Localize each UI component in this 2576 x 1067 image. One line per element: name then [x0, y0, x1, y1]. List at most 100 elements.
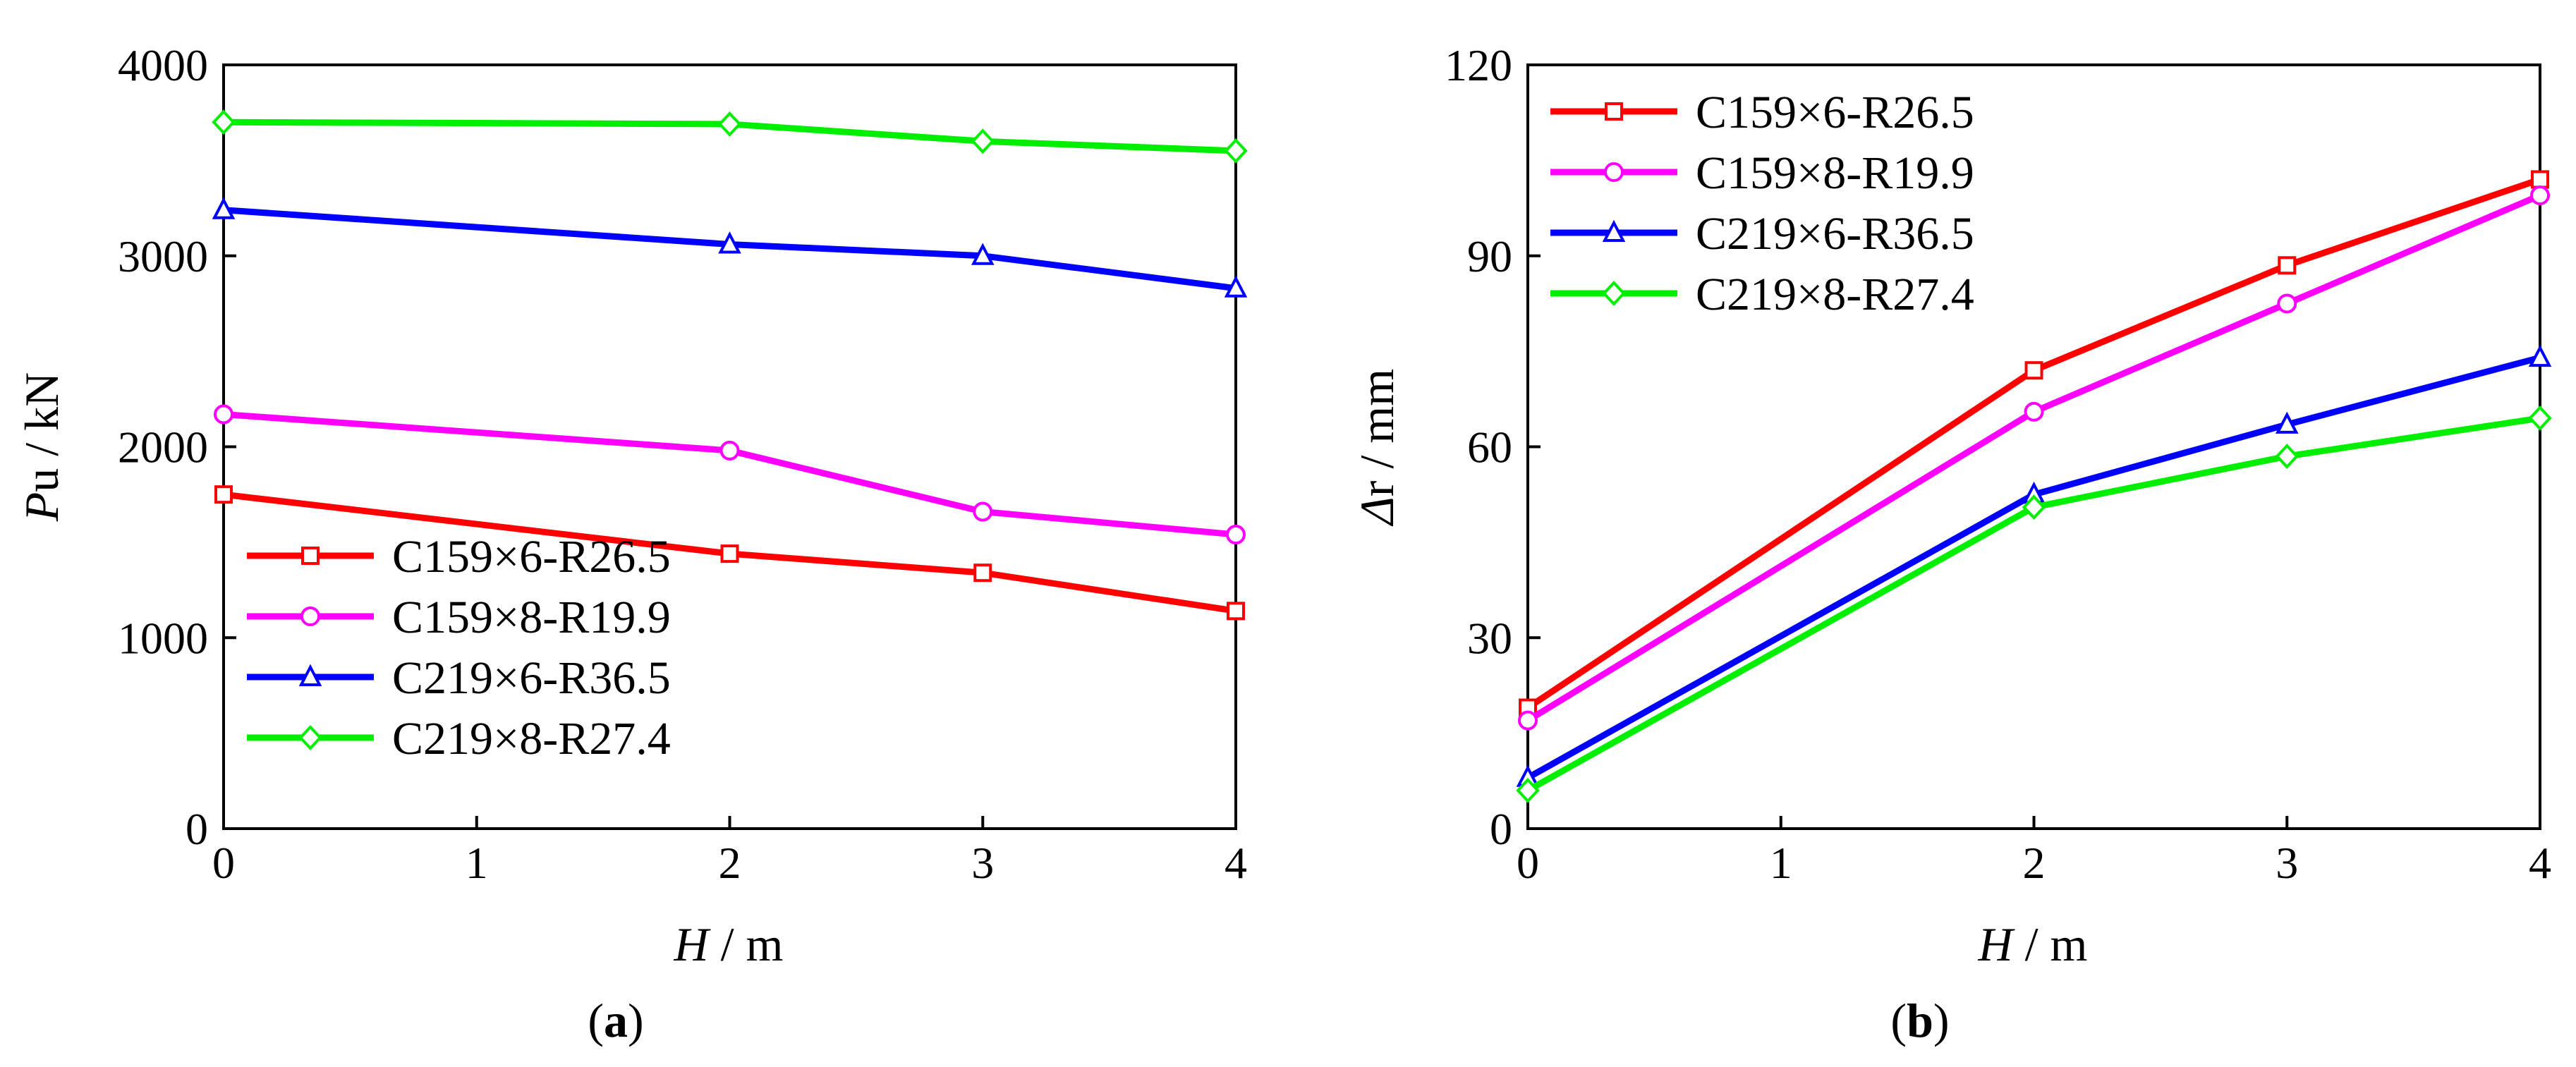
series-line: [223, 491, 1237, 614]
data-point: [2275, 444, 2299, 469]
x-axis-label: H / m: [1978, 917, 2088, 971]
series-0: [214, 485, 1245, 621]
legend-marker: [1604, 162, 1624, 182]
data-point: [212, 109, 236, 135]
data-point: [1227, 602, 1245, 621]
data-point: [214, 485, 233, 504]
series-line: [223, 118, 1237, 154]
series-line: [1526, 192, 2541, 724]
x-tick-label: 4: [2529, 838, 2551, 888]
y-tick-label: 4000: [118, 40, 208, 90]
series-3: [212, 109, 1248, 164]
series-line: [1526, 176, 2541, 711]
caption-open: (: [588, 994, 604, 1047]
x-axis-label: H / m: [674, 917, 784, 971]
legend: C159×6-R26.5 C159×8-R19.9 C219×6-R36.5 C219…: [247, 531, 671, 764]
x-axis-label-unit: / m: [2013, 917, 2088, 971]
data-point: [1224, 138, 1248, 164]
data-point: [971, 243, 995, 265]
data-point: [2531, 170, 2549, 189]
data-point: [973, 501, 993, 522]
x-tick-label: 2: [2023, 838, 2046, 888]
data-point: [718, 231, 741, 254]
series-2: [212, 197, 1248, 298]
series-1: [214, 404, 1246, 545]
series-line: [223, 410, 1237, 538]
data-point: [2275, 411, 2299, 434]
series-0: [1519, 170, 2549, 717]
legend-marker: [300, 606, 320, 626]
legend-marker: [1602, 219, 1626, 242]
data-point: [720, 544, 739, 563]
legend-label: C159×8-R19.9: [1696, 147, 1974, 199]
legend-label: C159×6-R26.5: [1696, 87, 1974, 138]
data-point: [1224, 275, 1248, 298]
y-tick-label: 1000: [118, 613, 208, 663]
panel-caption: (b): [1890, 994, 1949, 1047]
x-tick-label: 3: [2276, 838, 2298, 888]
x-tick-label: 0: [1517, 838, 1539, 888]
y-tick-label: 2000: [118, 422, 208, 472]
y-tick-label: 3000: [118, 231, 208, 281]
data-point: [971, 128, 995, 154]
data-point: [2278, 256, 2297, 275]
x-tick-label: 4: [1225, 838, 1247, 888]
x-axis-label-var: H: [1978, 917, 2016, 971]
data-point: [2528, 405, 2552, 431]
y-axis-label-var: P: [15, 492, 68, 523]
legend-label: C219×8-R27.4: [1696, 269, 1974, 320]
data-point: [1518, 710, 1538, 731]
legend-label: C219×6-R36.5: [1696, 208, 1974, 260]
legend-marker: [301, 547, 320, 565]
x-tick-label: 1: [466, 838, 488, 888]
legend-marker: [1602, 281, 1626, 306]
data-point: [719, 440, 740, 461]
y-tick-label: 0: [186, 804, 208, 854]
legend-marker: [298, 725, 322, 750]
legend-label: C159×6-R26.5: [392, 531, 671, 583]
y-tick-label: 90: [1467, 231, 1512, 281]
data-point: [2024, 361, 2043, 380]
y-axis-label-var: Δ: [1350, 496, 1404, 527]
y-axis-label-unit: u / kN: [15, 372, 68, 492]
series-line: [1526, 415, 2541, 793]
x-axis-label-unit: / m: [709, 917, 784, 971]
chart-panel-a: 0 1 2 3 4 0 1000 2000 3000 4000 H / m Pu / kN C159×6…: [15, 40, 1248, 1047]
panel-caption: (a): [588, 994, 643, 1047]
data-point: [212, 197, 236, 219]
y-axis-label: Δr / mm: [1350, 369, 1404, 527]
legend: C159×6-R26.5 C159×8-R19.9 C219×6-R36.5 C219…: [1550, 87, 1974, 320]
series-3: [1516, 405, 2552, 803]
caption-open: (: [1890, 994, 1907, 1047]
data-point: [214, 404, 233, 425]
series-line: [1526, 354, 2541, 781]
y-tick-label: 60: [1467, 422, 1512, 472]
plot-frame: [1526, 63, 2541, 830]
x-tick-label: 2: [719, 838, 741, 888]
series-1: [1518, 185, 2550, 731]
y-axis-label-unit: r / mm: [1350, 369, 1404, 496]
x-tick-label: 3: [971, 838, 994, 888]
series-line: [223, 207, 1237, 292]
caption-close: ): [628, 994, 644, 1047]
y-tick-label: 30: [1467, 613, 1512, 663]
data-point: [2528, 344, 2552, 367]
y-tick-label: 0: [1490, 804, 1512, 854]
data-point: [2024, 401, 2044, 422]
caption-letter: b: [1907, 994, 1933, 1047]
y-axis-label: Pu / kN: [15, 372, 68, 523]
x-axis-label-var: H: [674, 917, 712, 971]
data-point: [2022, 494, 2046, 520]
data-point: [973, 563, 992, 583]
legend-marker: [298, 664, 322, 686]
legend-label: C219×6-R36.5: [392, 652, 671, 704]
data-point: [1516, 777, 1540, 803]
series-2: [1516, 344, 2552, 787]
y-tick-label: 120: [1445, 40, 1512, 90]
legend-label: C219×8-R27.4: [392, 713, 671, 764]
legend-marker: [1605, 102, 1623, 121]
data-point: [717, 111, 742, 137]
caption-close: ): [1933, 994, 1950, 1047]
